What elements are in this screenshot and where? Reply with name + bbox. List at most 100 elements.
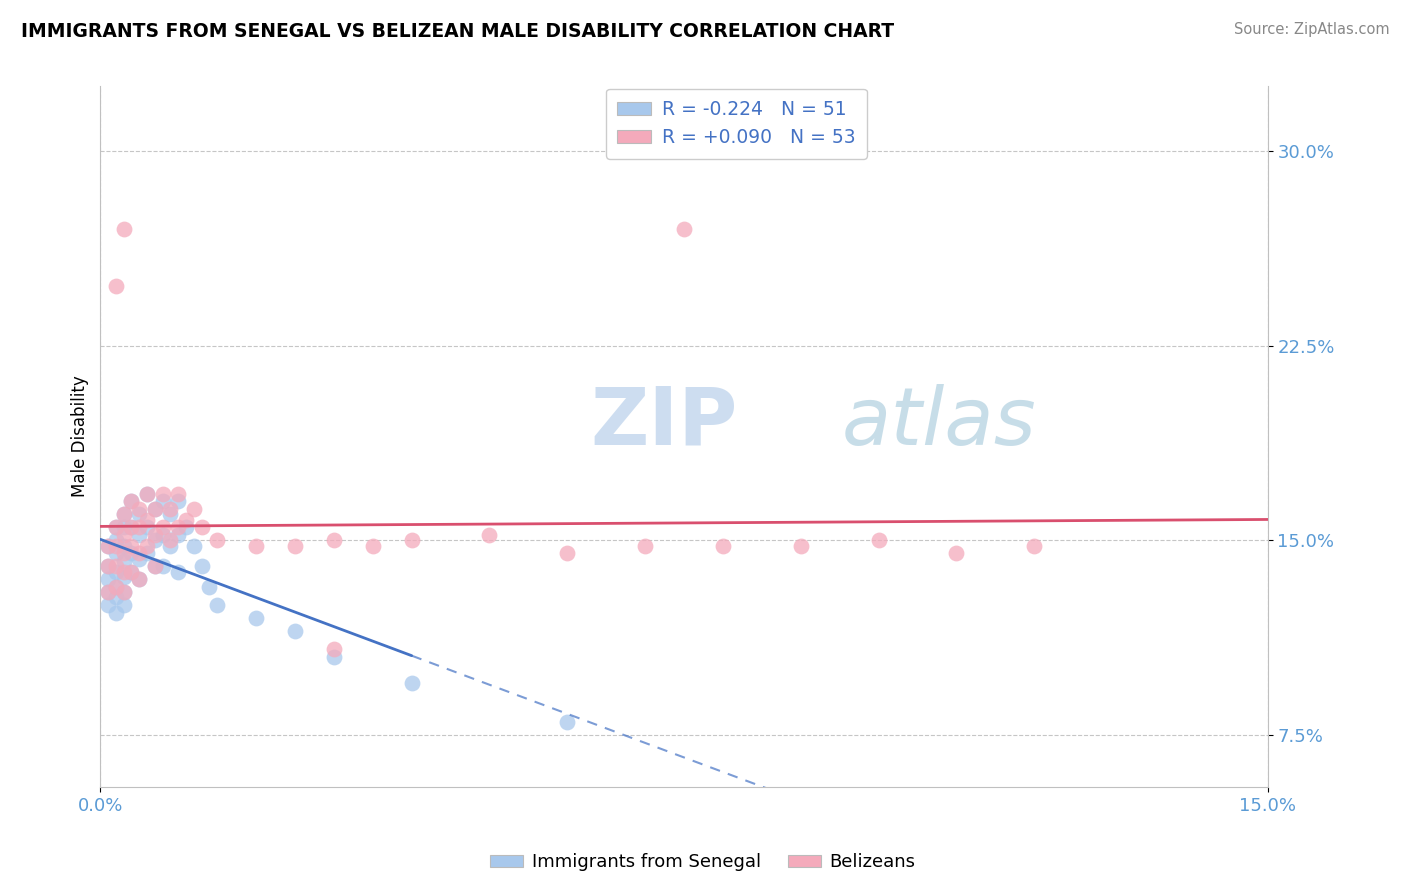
- Point: [152, 528, 174, 542]
- Point: [112, 546, 135, 560]
- Legend: Immigrants from Senegal, Belizeans: Immigrants from Senegal, Belizeans: [484, 847, 922, 879]
- Point: [136, 546, 159, 560]
- Point: [672, 222, 695, 236]
- Point: [112, 565, 135, 579]
- Point: [128, 528, 150, 542]
- Point: [112, 539, 135, 553]
- Point: [97, 559, 120, 574]
- Text: Source: ZipAtlas.com: Source: ZipAtlas.com: [1233, 22, 1389, 37]
- Point: [401, 533, 423, 548]
- Point: [152, 520, 174, 534]
- Point: [112, 585, 135, 599]
- Point: [167, 565, 190, 579]
- Point: [945, 546, 967, 560]
- Point: [143, 502, 166, 516]
- Point: [104, 565, 127, 579]
- Point: [112, 585, 135, 599]
- Legend: R = -0.224   N = 51, R = +0.090   N = 53: R = -0.224 N = 51, R = +0.090 N = 53: [606, 88, 868, 159]
- Point: [128, 551, 150, 566]
- Point: [128, 546, 150, 560]
- Point: [97, 585, 120, 599]
- Point: [128, 572, 150, 586]
- Point: [167, 494, 190, 508]
- Point: [159, 508, 181, 522]
- Point: [401, 676, 423, 690]
- Point: [97, 585, 120, 599]
- Point: [284, 539, 307, 553]
- Point: [121, 494, 143, 508]
- Point: [198, 580, 221, 594]
- Point: [478, 528, 501, 542]
- Point: [136, 520, 159, 534]
- Point: [143, 502, 166, 516]
- Point: [159, 502, 181, 516]
- Point: [104, 580, 127, 594]
- Point: [1024, 539, 1046, 553]
- Text: atlas: atlas: [842, 384, 1036, 461]
- Point: [97, 572, 120, 586]
- Point: [555, 714, 578, 729]
- Point: [361, 539, 384, 553]
- Point: [555, 546, 578, 560]
- Point: [97, 599, 120, 613]
- Point: [205, 599, 228, 613]
- Point: [205, 533, 228, 548]
- Point: [152, 494, 174, 508]
- Point: [143, 528, 166, 542]
- Point: [121, 546, 143, 560]
- Point: [104, 606, 127, 620]
- Point: [97, 539, 120, 553]
- Point: [104, 279, 127, 293]
- Point: [174, 520, 197, 534]
- Y-axis label: Male Disability: Male Disability: [72, 376, 89, 498]
- Point: [112, 599, 135, 613]
- Point: [152, 486, 174, 500]
- Point: [322, 642, 344, 657]
- Point: [143, 559, 166, 574]
- Point: [190, 559, 212, 574]
- Point: [174, 513, 197, 527]
- Point: [128, 520, 150, 534]
- Point: [104, 559, 127, 574]
- Point: [128, 508, 150, 522]
- Point: [104, 546, 127, 560]
- Point: [245, 611, 267, 625]
- Point: [112, 222, 135, 236]
- Point: [104, 580, 127, 594]
- Point: [790, 539, 813, 553]
- Point: [711, 539, 734, 553]
- Point: [143, 559, 166, 574]
- Point: [159, 533, 181, 548]
- Point: [128, 572, 150, 586]
- Point: [167, 486, 190, 500]
- Point: [121, 520, 143, 534]
- Point: [136, 513, 159, 527]
- Point: [183, 539, 205, 553]
- Point: [104, 533, 127, 548]
- Point: [104, 520, 127, 534]
- Point: [112, 554, 135, 568]
- Point: [167, 520, 190, 534]
- Point: [121, 565, 143, 579]
- Point: [112, 508, 135, 522]
- Point: [183, 502, 205, 516]
- Point: [322, 533, 344, 548]
- Point: [868, 533, 890, 548]
- Point: [634, 539, 657, 553]
- Point: [112, 528, 135, 542]
- Point: [97, 559, 120, 574]
- Point: [121, 565, 143, 579]
- Point: [121, 539, 143, 553]
- Point: [136, 486, 159, 500]
- Text: IMMIGRANTS FROM SENEGAL VS BELIZEAN MALE DISABILITY CORRELATION CHART: IMMIGRANTS FROM SENEGAL VS BELIZEAN MALE…: [21, 22, 894, 41]
- Point: [121, 494, 143, 508]
- Point: [104, 520, 127, 534]
- Point: [159, 539, 181, 553]
- Text: ZIP: ZIP: [591, 384, 738, 461]
- Point: [136, 539, 159, 553]
- Point: [112, 520, 135, 534]
- Point: [112, 508, 135, 522]
- Point: [112, 570, 135, 584]
- Point: [245, 539, 267, 553]
- Point: [143, 533, 166, 548]
